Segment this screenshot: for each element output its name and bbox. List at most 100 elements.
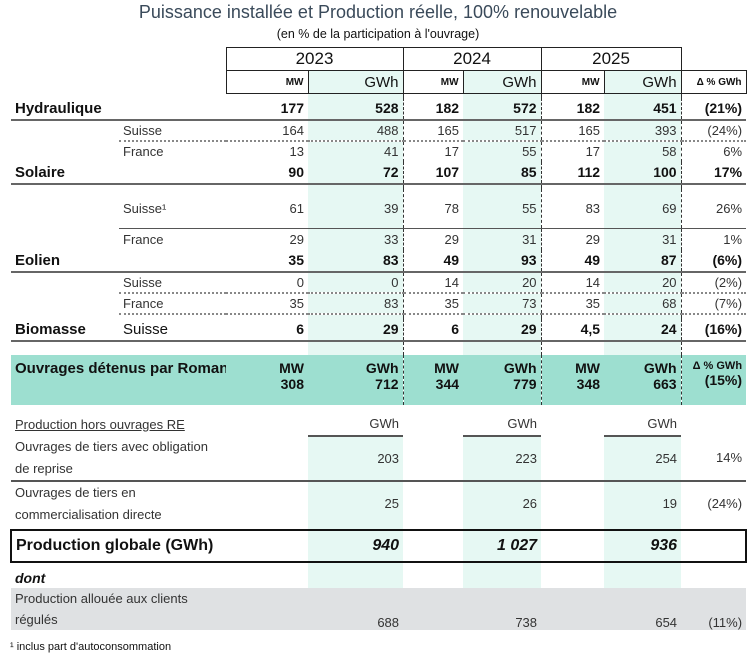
value: 25 <box>308 480 404 526</box>
gwh-value: GWh 663 <box>604 354 682 405</box>
delta-value: (7%) <box>681 292 747 315</box>
cell <box>541 341 604 355</box>
delta-value: (2%) <box>681 271 747 294</box>
value: 61 <box>226 188 308 229</box>
cell <box>541 587 605 630</box>
cell <box>226 481 308 526</box>
spacer <box>11 561 746 568</box>
value: 35 <box>403 292 464 315</box>
value: 83 <box>308 249 404 273</box>
value: 164 <box>226 119 308 142</box>
value: 35 <box>226 292 308 315</box>
value: 528 <box>308 97 404 121</box>
mw-unit: MW <box>575 359 601 376</box>
mw-header: MW <box>225 70 309 94</box>
cell <box>463 567 542 588</box>
cell <box>681 528 748 563</box>
mw-unit: MW <box>434 359 460 376</box>
value: 14 <box>541 271 605 294</box>
delta-value: Δ % GWh (15%) <box>681 354 747 405</box>
cell <box>463 340 542 355</box>
table-row: France 29 33 29 31 29 31 1% <box>11 228 746 250</box>
gwh-header: GWh <box>463 412 542 437</box>
value: 26 <box>463 480 542 526</box>
cell <box>604 567 682 588</box>
mw-value: 308 <box>280 375 304 392</box>
delta-value: (15%) <box>704 371 743 388</box>
cell <box>604 313 682 319</box>
mw-value: MW 344 <box>403 354 464 405</box>
gwh-header: GWh <box>308 412 404 437</box>
dont-label: dont <box>15 569 46 586</box>
gwh-unit: GWh <box>503 359 537 376</box>
table-row: Suisse 164 488 165 517 165 393 (24%) <box>11 119 747 142</box>
value: 69 <box>604 188 682 229</box>
value: 31 <box>604 228 682 250</box>
gwh-value: 779 <box>513 375 537 392</box>
table-row: France 35 83 35 73 35 68 (7%) <box>11 292 747 315</box>
value: 29 <box>308 318 404 342</box>
global-label: Production globale (GWh) <box>10 528 226 563</box>
cell <box>463 313 542 319</box>
value: 223 <box>463 435 542 481</box>
cell <box>308 561 404 568</box>
blank <box>11 48 226 71</box>
value: 20 <box>463 271 542 294</box>
value: 29 <box>585 231 601 247</box>
blank <box>11 293 119 314</box>
table-row: Suisse 0 0 14 20 14 20 (2%) <box>11 271 747 294</box>
cell <box>604 340 682 355</box>
value: 654 <box>604 587 682 630</box>
value: 203 <box>308 435 404 481</box>
global-production-row: Production globale (GWh) 940 1 027 936 <box>10 528 748 563</box>
cell <box>308 183 404 189</box>
value: 83 <box>308 292 404 315</box>
value: 20 <box>604 271 682 294</box>
blank <box>11 229 119 250</box>
external-row: Ouvrages de tiers avec obligation de rep… <box>11 435 747 481</box>
dont-row: dont <box>11 567 746 588</box>
value: 517 <box>463 119 542 142</box>
value: 93 <box>463 249 542 273</box>
external-header-row: Production hors ouvrages RE GWh GWh GWh <box>11 412 746 437</box>
unit-header-row: MW GWh MW GWh MW GWh Δ % GWh <box>11 70 747 94</box>
value: 572 <box>463 97 542 121</box>
value: 49 <box>403 249 464 273</box>
value: 13 <box>289 144 304 159</box>
table-row: France 13 41 17 55 17 58 6% <box>11 140 746 162</box>
table-subtitle: (en % de la participation à l'ouvrage) <box>276 27 480 41</box>
table-row: Suisse¹ 61 39 78 55 83 69 26% <box>11 188 747 229</box>
cell <box>403 587 464 630</box>
delta-value: (16%) <box>681 318 747 342</box>
delta-header: Δ % GWh <box>680 70 747 94</box>
cell <box>226 413 308 436</box>
delta-value: 17% <box>681 161 747 185</box>
blank <box>11 189 119 229</box>
value: 738 <box>463 587 542 630</box>
table-row: Biomasse Suisse 6 29 6 29 4,5 24 (16%) <box>11 318 747 342</box>
cell <box>463 93 542 98</box>
cell <box>308 340 404 355</box>
mw-unit: MW <box>279 359 304 376</box>
value: 451 <box>604 97 682 121</box>
category-label: Solaire <box>11 161 119 185</box>
value: 0 <box>226 271 308 294</box>
cell <box>463 183 542 189</box>
blank <box>681 48 746 71</box>
value: 49 <box>541 249 605 273</box>
subcategory-label: France <box>123 231 164 247</box>
value: 182 <box>541 97 605 121</box>
subcategory-label <box>119 97 226 121</box>
gwh-value: 663 <box>653 375 677 392</box>
value: 85 <box>463 161 542 185</box>
table-title: Puissance installée et Production réelle… <box>138 2 618 22</box>
value: 100 <box>604 161 682 185</box>
delta-value: 26% <box>681 188 747 229</box>
cell <box>604 93 682 98</box>
value: 55 <box>463 188 542 229</box>
year-header-row: 2023 2024 2025 <box>11 47 746 71</box>
value: 4,5 <box>541 318 605 342</box>
value: 83 <box>541 188 605 229</box>
subcategory-label <box>119 161 226 185</box>
cell <box>604 561 682 568</box>
